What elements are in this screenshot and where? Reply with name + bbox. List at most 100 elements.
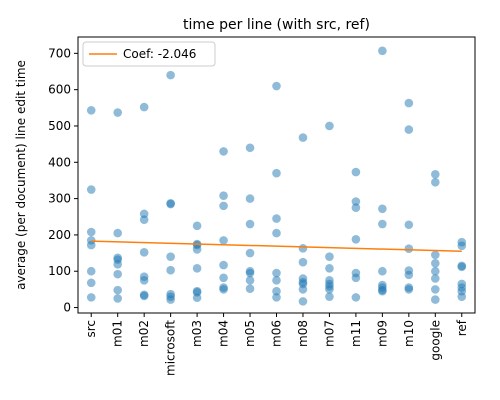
data-point: [193, 245, 202, 254]
data-point: [325, 292, 334, 301]
data-point: [431, 274, 440, 283]
x-tick-label: m07: [322, 320, 336, 347]
x-tick-label: m09: [375, 320, 389, 347]
data-point: [246, 143, 255, 152]
x-tick-label: m02: [137, 320, 151, 347]
data-point: [219, 191, 228, 200]
data-point: [246, 220, 255, 229]
data-point: [113, 286, 122, 295]
data-point: [219, 202, 228, 211]
data-point: [87, 228, 96, 237]
x-tick-label: m01: [111, 320, 125, 347]
data-point: [166, 266, 175, 275]
data-point: [87, 267, 96, 276]
data-point: [219, 273, 228, 282]
data-point: [113, 108, 122, 117]
data-point: [325, 264, 334, 273]
chart-title: time per line (with src, ref): [183, 17, 370, 33]
data-point: [166, 295, 175, 304]
data-point: [299, 285, 308, 294]
data-point: [113, 229, 122, 238]
data-point: [140, 103, 149, 112]
data-point: [87, 106, 96, 115]
data-point: [457, 292, 466, 301]
data-point: [219, 285, 228, 294]
data-point: [431, 251, 440, 260]
x-tick-label: m05: [243, 320, 257, 347]
data-point: [431, 178, 440, 187]
y-tick-label: 400: [48, 155, 71, 169]
x-tick-label: m11: [349, 320, 363, 347]
x-tick-label: m06: [270, 320, 284, 347]
y-tick-label: 300: [48, 192, 71, 206]
data-point: [87, 279, 96, 288]
data-point: [140, 292, 149, 301]
data-point: [87, 241, 96, 250]
data-point: [140, 248, 149, 257]
data-point: [272, 229, 281, 238]
y-axis-title: average (per document) line edit time: [14, 60, 28, 290]
y-tick-label: 600: [48, 83, 71, 97]
data-point: [272, 169, 281, 178]
data-point: [457, 263, 466, 272]
data-point: [405, 244, 414, 253]
data-point: [299, 297, 308, 306]
data-point: [140, 276, 149, 285]
data-point: [405, 99, 414, 108]
data-point: [378, 287, 387, 296]
data-point: [166, 200, 175, 209]
y-tick-label: 100: [48, 264, 71, 278]
data-point: [378, 47, 387, 56]
data-point: [193, 264, 202, 273]
data-point: [431, 170, 440, 179]
data-point: [246, 249, 255, 258]
x-tick-label: ref: [455, 319, 469, 336]
data-point: [219, 147, 228, 156]
data-point: [378, 204, 387, 213]
data-point: [431, 295, 440, 304]
data-point: [299, 133, 308, 142]
data-point: [246, 276, 255, 285]
data-point: [87, 185, 96, 194]
data-point: [405, 220, 414, 229]
data-point: [325, 252, 334, 261]
data-point: [352, 203, 361, 212]
legend-label-fit-line: Coef: -2.046: [123, 47, 196, 61]
y-tick-label: 500: [48, 119, 71, 133]
data-point: [113, 260, 122, 269]
data-point: [87, 293, 96, 302]
data-point: [431, 259, 440, 268]
data-point: [219, 236, 228, 245]
x-tick-label: m08: [296, 320, 310, 347]
legend: Coef: -2.046: [83, 42, 215, 66]
data-point: [246, 284, 255, 293]
data-point: [405, 285, 414, 294]
y-tick-label: 200: [48, 228, 71, 242]
data-point: [140, 215, 149, 224]
x-tick-label: src: [84, 320, 98, 338]
x-tick-label: m10: [402, 320, 416, 347]
data-point: [352, 273, 361, 282]
x-tick-label: microsoft: [164, 320, 178, 376]
data-point: [219, 261, 228, 270]
y-tick-label: 700: [48, 46, 71, 60]
x-tick-label: google: [428, 320, 442, 361]
data-point: [405, 271, 414, 280]
data-point: [378, 267, 387, 276]
data-point: [378, 220, 387, 229]
data-point: [272, 293, 281, 302]
x-tick-label: m04: [217, 320, 231, 347]
data-point: [272, 82, 281, 91]
data-point: [299, 258, 308, 267]
data-point: [405, 125, 414, 134]
data-point: [166, 71, 175, 80]
data-point: [246, 194, 255, 203]
data-point: [431, 285, 440, 294]
data-point: [193, 222, 202, 231]
data-point: [193, 293, 202, 302]
data-point: [457, 242, 466, 251]
data-point: [113, 294, 122, 303]
data-point: [272, 214, 281, 223]
data-point: [299, 244, 308, 253]
